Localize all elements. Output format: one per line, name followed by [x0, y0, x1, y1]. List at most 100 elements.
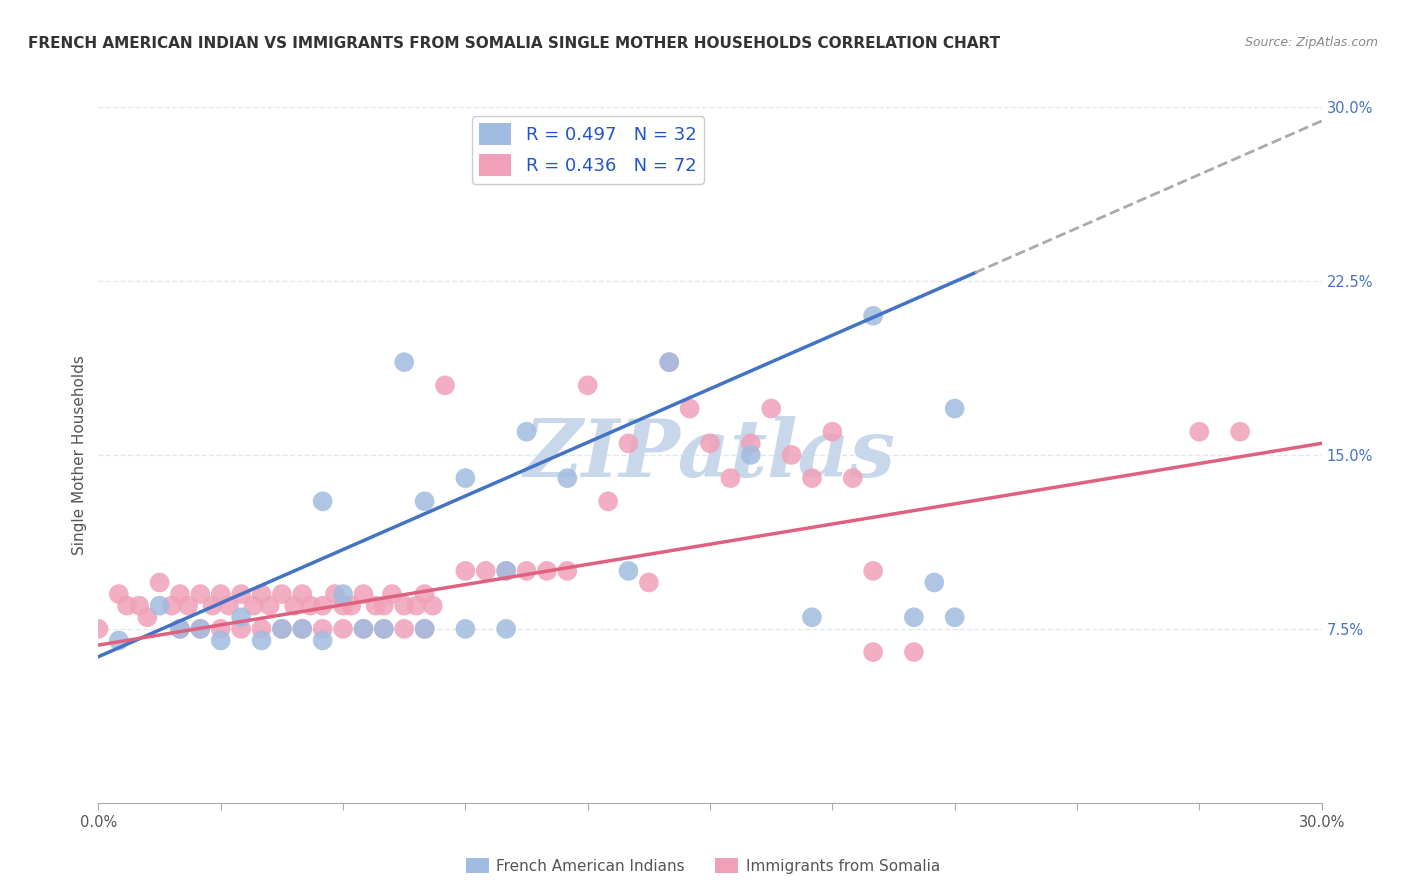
Point — [699, 436, 721, 450]
Point — [108, 633, 131, 648]
Point — [373, 622, 395, 636]
Point — [188, 622, 212, 636]
Point — [209, 622, 232, 636]
Point — [617, 436, 640, 450]
Legend: French American Indians, Immigrants from Somalia: French American Indians, Immigrants from… — [460, 852, 946, 880]
Point — [658, 355, 681, 369]
Point — [352, 622, 374, 636]
Point — [291, 587, 314, 601]
Point — [169, 622, 191, 636]
Point — [149, 599, 172, 613]
Point — [454, 564, 477, 578]
Text: Source: ZipAtlas.com: Source: ZipAtlas.com — [1244, 36, 1378, 49]
Text: ZIPatlas: ZIPatlas — [524, 417, 896, 493]
Point — [1229, 425, 1251, 439]
Point — [299, 599, 322, 613]
Point — [943, 401, 966, 416]
Point — [218, 599, 240, 613]
Point — [373, 599, 395, 613]
Point — [903, 645, 925, 659]
Point — [413, 622, 436, 636]
Point — [780, 448, 803, 462]
Point — [943, 610, 966, 624]
Point — [516, 425, 538, 439]
Point — [312, 633, 335, 648]
Point — [422, 599, 444, 613]
Point — [474, 564, 498, 578]
Point — [557, 471, 579, 485]
Point — [761, 401, 783, 416]
Point — [740, 448, 762, 462]
Point — [270, 622, 294, 636]
Point — [392, 599, 416, 613]
Point — [434, 378, 457, 392]
Point — [495, 622, 517, 636]
Point — [638, 575, 661, 590]
Point — [516, 564, 538, 578]
Point — [188, 622, 212, 636]
Point — [108, 587, 131, 601]
Point — [231, 587, 253, 601]
Point — [1188, 425, 1211, 439]
Legend: R = 0.497   N = 32, R = 0.436   N = 72: R = 0.497 N = 32, R = 0.436 N = 72 — [471, 116, 704, 184]
Point — [862, 564, 884, 578]
Point — [364, 599, 387, 613]
Point — [291, 622, 314, 636]
Point — [136, 610, 159, 624]
Point — [679, 401, 702, 416]
Point — [598, 494, 620, 508]
Point — [209, 587, 232, 601]
Text: FRENCH AMERICAN INDIAN VS IMMIGRANTS FROM SOMALIA SINGLE MOTHER HOUSEHOLDS CORRE: FRENCH AMERICAN INDIAN VS IMMIGRANTS FRO… — [28, 36, 1000, 51]
Point — [209, 633, 232, 648]
Point — [413, 494, 436, 508]
Point — [381, 587, 404, 601]
Point — [557, 564, 579, 578]
Point — [405, 599, 427, 613]
Point — [576, 378, 599, 392]
Point — [201, 599, 224, 613]
Point — [332, 599, 354, 613]
Point — [160, 599, 183, 613]
Point — [373, 622, 395, 636]
Point — [312, 494, 335, 508]
Point — [312, 622, 335, 636]
Point — [177, 599, 200, 613]
Point — [323, 587, 346, 601]
Point — [862, 309, 884, 323]
Point — [720, 471, 742, 485]
Point — [169, 587, 191, 601]
Point — [495, 564, 517, 578]
Point — [332, 622, 354, 636]
Point — [250, 622, 273, 636]
Point — [250, 587, 273, 601]
Point — [332, 587, 354, 601]
Point — [128, 599, 150, 613]
Point — [291, 622, 314, 636]
Y-axis label: Single Mother Households: Single Mother Households — [72, 355, 87, 555]
Point — [149, 575, 172, 590]
Point — [454, 622, 477, 636]
Point — [658, 355, 681, 369]
Point — [250, 633, 273, 648]
Point — [340, 599, 363, 613]
Point — [903, 610, 925, 624]
Point — [413, 587, 436, 601]
Point — [392, 355, 416, 369]
Point — [801, 610, 824, 624]
Point — [115, 599, 138, 613]
Point — [841, 471, 863, 485]
Point — [922, 575, 945, 590]
Point — [242, 599, 264, 613]
Point — [740, 436, 762, 450]
Point — [454, 471, 477, 485]
Point — [169, 622, 191, 636]
Point — [536, 564, 558, 578]
Point — [821, 425, 844, 439]
Point — [231, 610, 253, 624]
Point — [259, 599, 281, 613]
Point — [862, 645, 884, 659]
Point — [392, 622, 416, 636]
Point — [801, 471, 824, 485]
Point — [352, 587, 374, 601]
Point — [270, 587, 294, 601]
